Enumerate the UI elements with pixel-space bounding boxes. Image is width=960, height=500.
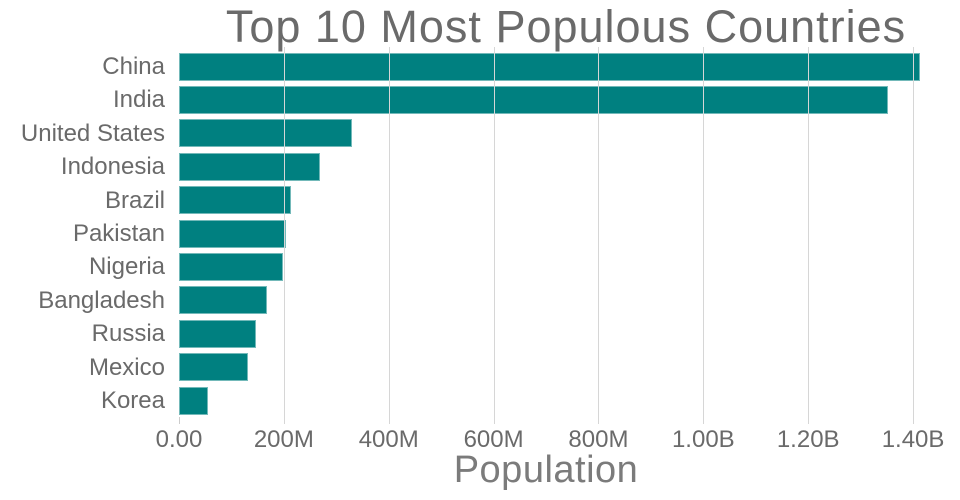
bar-row xyxy=(179,384,955,417)
x-tick-label: 400M xyxy=(358,426,419,453)
bar-row xyxy=(179,217,955,250)
gridline xyxy=(388,47,390,424)
x-tick-label: 1.40B xyxy=(881,426,945,453)
y-tick-label: India xyxy=(112,86,165,114)
y-tick-label: Indonesia xyxy=(60,153,165,181)
bar-row xyxy=(179,317,955,350)
x-axis-ticks: 0.00 200M 400M 600M 800M 1.00B 1.20B 1.40B xyxy=(156,426,955,453)
bar-brazil xyxy=(179,186,291,215)
x-tick-label: 1.20B xyxy=(776,426,840,453)
x-tick-label: 600M xyxy=(463,426,524,453)
bar-russia xyxy=(179,319,256,348)
bar-row xyxy=(179,83,955,116)
bar-united-states xyxy=(179,119,353,148)
y-tick-label: China xyxy=(102,53,165,80)
y-tick-label: Pakistan xyxy=(72,219,165,247)
y-tick-label: Bangladesh xyxy=(38,286,165,314)
bar-row xyxy=(179,184,955,217)
bar-series xyxy=(179,50,955,417)
x-tick-label: 1.00B xyxy=(671,426,735,453)
bar-korea xyxy=(179,386,209,415)
x-tick-label: 200M xyxy=(253,426,314,453)
y-tick-label: United States xyxy=(20,119,165,147)
x-tick-label: 800M xyxy=(568,426,629,453)
zero-tick-mark xyxy=(179,417,180,424)
bar-pakistan xyxy=(179,219,286,248)
x-tick-label: 0.00 xyxy=(155,426,203,453)
x-axis-title: Population xyxy=(453,449,639,491)
bar-indonesia xyxy=(179,152,320,181)
gridline xyxy=(493,47,495,424)
y-tick-label: Korea xyxy=(100,386,165,414)
gridline xyxy=(703,47,705,424)
bar-row xyxy=(179,50,955,83)
bar-nigeria xyxy=(179,253,283,282)
bar-row xyxy=(179,150,955,183)
bar-row xyxy=(179,284,955,317)
bar-row xyxy=(179,351,955,384)
bar-row xyxy=(179,117,955,150)
gridline xyxy=(913,47,915,424)
bar-bangladesh xyxy=(179,286,267,315)
bar-mexico xyxy=(179,353,249,382)
gridline xyxy=(808,47,810,424)
y-axis-labels: China India United States Indonesia Brazil Pa… xyxy=(0,50,172,417)
bar-china xyxy=(179,52,920,81)
gridline xyxy=(283,47,285,424)
chart-title: Top 10 Most Populous Countries xyxy=(225,1,907,52)
y-tick-label: Russia xyxy=(91,320,165,348)
gridline xyxy=(598,47,600,424)
y-tick-label: Brazil xyxy=(104,186,165,214)
bar-india xyxy=(179,86,888,115)
bar-row xyxy=(179,250,955,283)
plot-area xyxy=(179,47,955,424)
y-tick-label: Nigeria xyxy=(88,253,165,281)
y-tick-label: Mexico xyxy=(88,353,165,381)
